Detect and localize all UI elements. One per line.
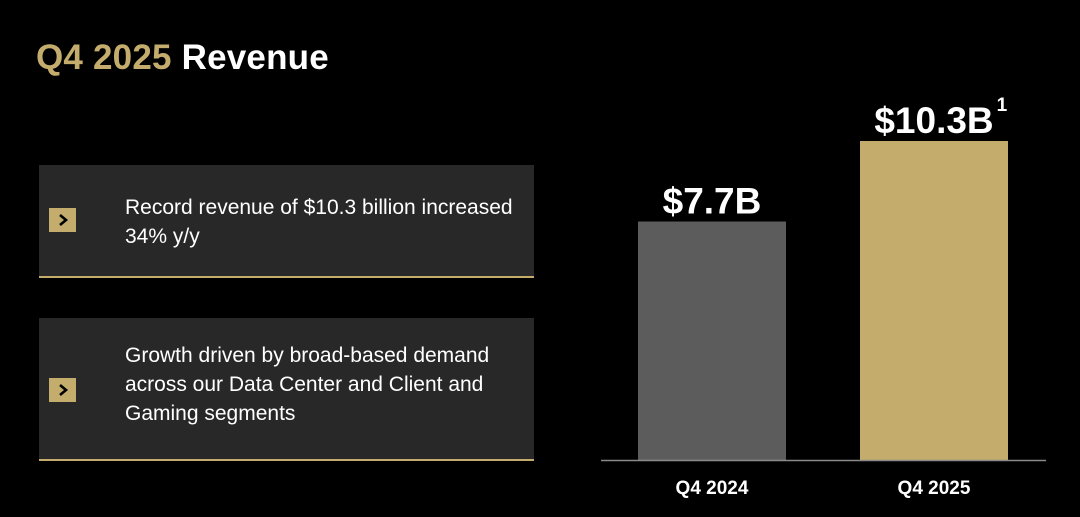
chevron-right-icon [49,378,76,402]
page-title: Q4 2025 Revenue [36,38,329,78]
data-label-0: $7.7B [663,181,762,222]
highlight-text-growth: Growth driven by broad-based demand acro… [125,344,490,425]
x-tick-label-0: Q4 2024 [676,478,749,499]
chevron-right-icon [49,208,76,232]
data-label-1: $10.3B [874,100,993,141]
title-period: Q4 2025 [36,38,172,77]
data-label-footnote-1: 1 [997,95,1008,116]
highlight-text-revenue: Record revenue of $10.3 billion increase… [125,196,513,248]
highlight-card-revenue: Record revenue of $10.3 billion increase… [39,165,534,278]
x-tick-label-1: Q4 2025 [898,478,971,499]
bar-1 [860,141,1008,460]
title-label: Revenue [181,38,329,77]
bar-0 [638,221,786,460]
highlight-card-growth: Growth driven by broad-based demand acro… [39,318,534,461]
